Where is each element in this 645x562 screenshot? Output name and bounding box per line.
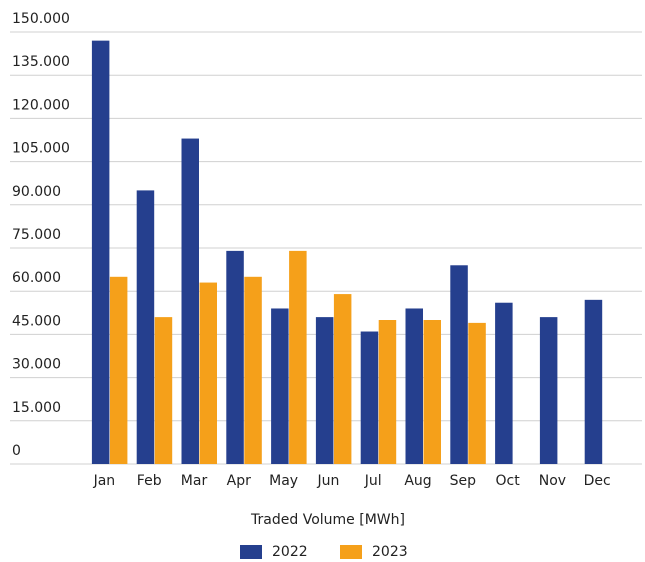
- x-tick-label: May: [269, 473, 298, 489]
- y-tick-label: 135.000: [12, 54, 70, 70]
- x-tick-label: Jul: [364, 473, 382, 489]
- y-tick-label: 30.000: [12, 357, 61, 373]
- y-tick-label: 120.000: [12, 97, 70, 113]
- y-tick-label: 60.000: [12, 270, 61, 286]
- x-tick-label: Feb: [137, 473, 162, 489]
- bar: [584, 299, 603, 464]
- x-tick-label: Jan: [93, 473, 116, 489]
- bar: [539, 317, 558, 464]
- legend-label: 2022: [272, 544, 308, 560]
- y-tick-label: 105.000: [12, 141, 70, 157]
- bar: [423, 320, 441, 464]
- x-tick-label: Apr: [227, 473, 251, 489]
- x-tick-label: Jun: [316, 473, 339, 489]
- x-tick-label: Aug: [404, 473, 431, 489]
- bar: [136, 190, 155, 464]
- y-tick-label: 75.000: [12, 227, 61, 243]
- bar: [333, 294, 352, 464]
- bar: [405, 308, 423, 464]
- bar: [289, 250, 307, 464]
- y-tick-label: 45.000: [12, 313, 61, 329]
- x-tick-label: Sep: [450, 473, 477, 489]
- bar: [181, 138, 199, 464]
- bar: [154, 317, 173, 464]
- y-tick-label: 0: [12, 443, 21, 459]
- bar: [244, 276, 262, 464]
- y-tick-label: 90.000: [12, 184, 61, 200]
- x-tick-label: Dec: [584, 473, 611, 489]
- bar: [495, 302, 513, 464]
- bar: [199, 282, 217, 464]
- y-tick-label: 150.000: [12, 11, 70, 27]
- bar: [315, 317, 334, 464]
- bar: [450, 265, 468, 464]
- x-axis-title: Traded Volume [MWh]: [250, 512, 405, 528]
- x-tick-label: Nov: [539, 473, 566, 489]
- bar: [271, 308, 289, 464]
- bar: [360, 331, 379, 464]
- x-tick-label: Mar: [181, 473, 208, 489]
- x-tick-label: Oct: [495, 473, 520, 489]
- bar: [109, 276, 128, 464]
- legend-swatch: [240, 545, 262, 559]
- bar: [378, 320, 397, 464]
- bar: [226, 250, 244, 464]
- bar: [91, 40, 110, 464]
- bar: [468, 322, 486, 464]
- y-tick-label: 15.000: [12, 400, 61, 416]
- legend-label: 2023: [372, 544, 408, 560]
- legend-swatch: [340, 545, 362, 559]
